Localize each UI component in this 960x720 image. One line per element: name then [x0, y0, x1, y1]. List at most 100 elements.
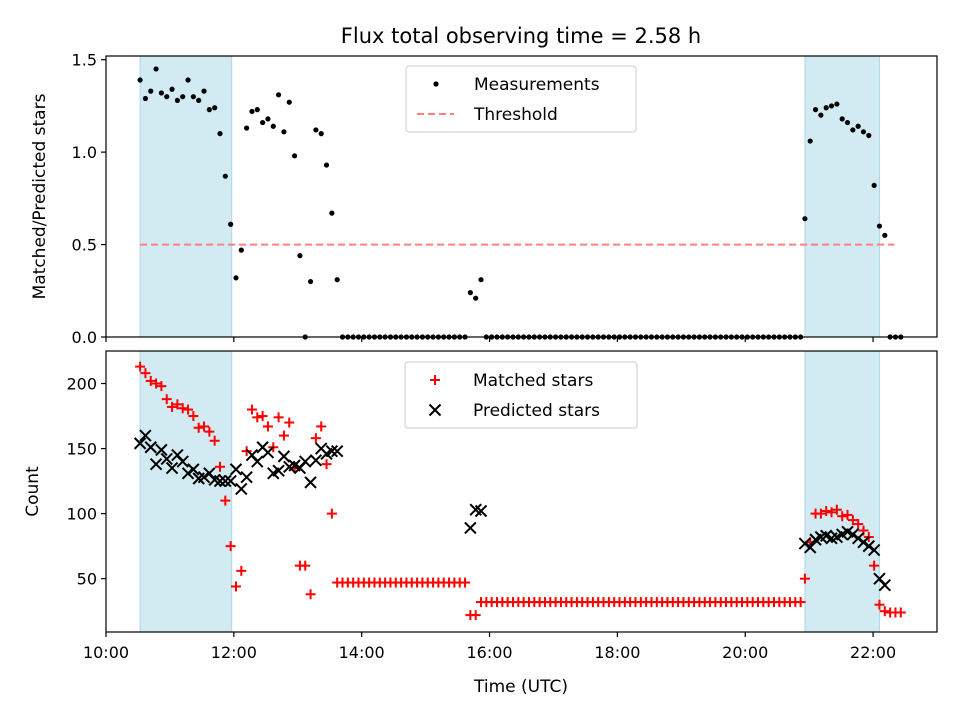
matched-star-point: [209, 435, 220, 446]
matched-star-point: [284, 417, 295, 428]
matched-star-point: [241, 446, 252, 457]
matched-star-point: [869, 560, 880, 571]
predicted-star-point: [139, 429, 152, 442]
matched-star-point: [316, 421, 327, 432]
predicted-star-point: [804, 541, 817, 554]
x-tick-label: 12:00: [211, 643, 257, 662]
y-axis-label: Matched/Predicted stars: [30, 93, 50, 299]
legend: Matched stars Predicted stars: [404, 361, 638, 429]
measurement-point: [823, 105, 829, 111]
x-axis-label: Time (UTC): [473, 677, 568, 697]
legend-marker: [428, 403, 442, 417]
measurement-point: [307, 278, 314, 285]
matched-star-point: [140, 368, 151, 379]
measurement-point: [291, 153, 298, 159]
matched-star-point: [220, 495, 231, 506]
measurement-point: [334, 277, 340, 283]
matched-star-point: [305, 589, 316, 600]
measurement-point: [818, 112, 824, 118]
measurement-point: [850, 127, 856, 133]
y-tick-label: 0.5: [72, 236, 97, 255]
legend-box: [405, 65, 637, 133]
predicted-star-point: [464, 521, 477, 535]
matched-star-point: [188, 411, 199, 422]
measurement-point: [812, 107, 819, 113]
legend-marker: [433, 81, 439, 87]
matched-star-point: [193, 422, 204, 433]
measurement-point: [281, 129, 287, 135]
matched-star-point: [278, 430, 289, 441]
predicted-star-point: [309, 454, 323, 467]
measurement-point: [297, 253, 303, 259]
y-tick-label: 150: [66, 440, 97, 459]
matched-star-point: [321, 459, 332, 470]
y-tick-label: 100: [66, 505, 97, 524]
matched-star-point: [326, 508, 337, 519]
measurement-point: [260, 119, 266, 126]
matched-star-point: [879, 606, 890, 617]
predicted-star-point: [176, 455, 189, 468]
predicted-star-point: [213, 474, 227, 488]
matched-star-point: [172, 399, 183, 410]
x-tick-label: 14:00: [339, 643, 385, 662]
measurement-point: [137, 77, 143, 83]
matched-star-point: [214, 461, 225, 472]
predicted-star-point: [133, 437, 147, 450]
measurement-point: [828, 103, 835, 109]
matched-star-point: [895, 607, 906, 618]
matched-star-point: [135, 361, 146, 372]
measurement-point: [329, 210, 335, 216]
predicted-star-point: [197, 470, 211, 484]
predicted-star-point: [261, 446, 275, 459]
matched-star-point: [842, 509, 853, 520]
matched-star-point: [826, 507, 837, 518]
matched-star-point: [821, 506, 832, 517]
measurement-point: [834, 101, 840, 107]
y-tick-label: 1.0: [72, 143, 97, 162]
measurement-point: [478, 277, 484, 283]
x-tick-label: 16:00: [466, 643, 512, 662]
measurement-point: [249, 108, 255, 115]
matched-star-point: [236, 565, 247, 576]
y-axis-label: Count: [23, 466, 43, 517]
legend-marker: [430, 375, 440, 385]
measurement-point: [142, 95, 149, 102]
predicted-star-point: [474, 504, 488, 518]
measurement-point: [212, 105, 218, 111]
predicted-star-point: [187, 463, 200, 476]
predicted-star-point: [299, 455, 312, 468]
x-tick-label: 10:00: [83, 643, 129, 662]
predicted-star-point: [144, 441, 157, 454]
measurement-point: [201, 88, 207, 94]
matched-star-point: [300, 560, 311, 571]
measurement-point: [265, 116, 271, 122]
predicted-star-point: [224, 474, 237, 488]
predicted-star-point: [149, 457, 163, 471]
predicted-star-point: [277, 450, 291, 463]
measurement-point: [164, 94, 170, 100]
matched-star-point: [225, 541, 236, 552]
matched-star-point: [310, 433, 321, 444]
matched-star-point: [262, 421, 273, 432]
matched-star-point: [795, 597, 806, 608]
legend-label: Predicted stars: [473, 401, 600, 421]
predicted-star-point: [240, 470, 253, 484]
measurement-point: [206, 107, 212, 113]
measurement-point: [222, 173, 228, 179]
matched-star-point: [799, 573, 810, 584]
x-tick-label: 20:00: [722, 643, 768, 662]
matched-star-point: [199, 421, 210, 432]
matched-star-point: [815, 508, 826, 519]
measurement-point: [185, 77, 191, 83]
matched-star-point: [177, 403, 188, 414]
measurement-point: [876, 223, 883, 229]
axes-frame: [105, 55, 938, 338]
chart-title: Flux total observing time = 2.58 h: [341, 24, 701, 48]
measurement-point: [228, 221, 234, 227]
legend-box: [404, 361, 638, 429]
matched-star-point: [470, 610, 481, 621]
ratio-panel: 0.0 0.5 1.0 1.5 Matched/Predicted stars Measu…: [30, 51, 938, 347]
matched-star-point: [204, 426, 215, 437]
matched-star-point: [847, 515, 858, 526]
